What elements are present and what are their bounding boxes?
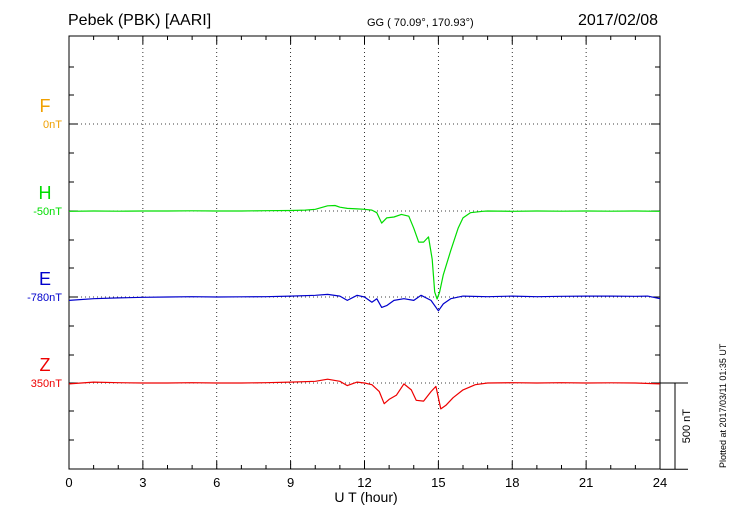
x-tick-label: 21 xyxy=(579,475,593,490)
scale-bar: 500 nT xyxy=(660,382,693,470)
series-offset-h: -50nT xyxy=(33,206,62,218)
series-labels: F 0nT H -50nT E -780nT Z 350nT xyxy=(27,96,62,390)
series-offset-f: 0nT xyxy=(43,119,62,131)
x-tick-label: 6 xyxy=(213,475,220,490)
series-name-f: F xyxy=(40,96,51,116)
axis-ticks: 0 3 6 9 12 15 18 21 24 xyxy=(65,36,667,490)
grid xyxy=(69,36,660,469)
station-title: Pebek (PBK) [AARI] xyxy=(68,12,212,29)
series-line-z xyxy=(68,378,661,410)
series-name-h: H xyxy=(39,183,52,203)
x-tick-label: 12 xyxy=(357,475,371,490)
x-tick-label: 24 xyxy=(653,475,667,490)
x-tick-label: 9 xyxy=(287,475,294,490)
series-name-z: Z xyxy=(40,355,51,375)
x-axis-label: U T (hour) xyxy=(334,489,397,505)
series-group xyxy=(68,204,661,410)
x-tick-label: 15 xyxy=(431,475,445,490)
scale-bar-label: 500 nT xyxy=(681,409,693,444)
series-offset-e: -780nT xyxy=(27,292,62,304)
x-tick-label: 3 xyxy=(139,475,146,490)
series-name-e: E xyxy=(39,269,51,289)
geographic-coordinates: GG ( 70.09°, 170.93°) xyxy=(367,17,474,29)
plot-date: 2017/02/08 xyxy=(578,12,659,29)
x-tick-label: 18 xyxy=(505,475,519,490)
series-line-e xyxy=(68,293,661,312)
x-tick-label: 0 xyxy=(65,475,72,490)
series-offset-z: 350nT xyxy=(31,378,62,390)
series-line-h xyxy=(68,204,661,300)
